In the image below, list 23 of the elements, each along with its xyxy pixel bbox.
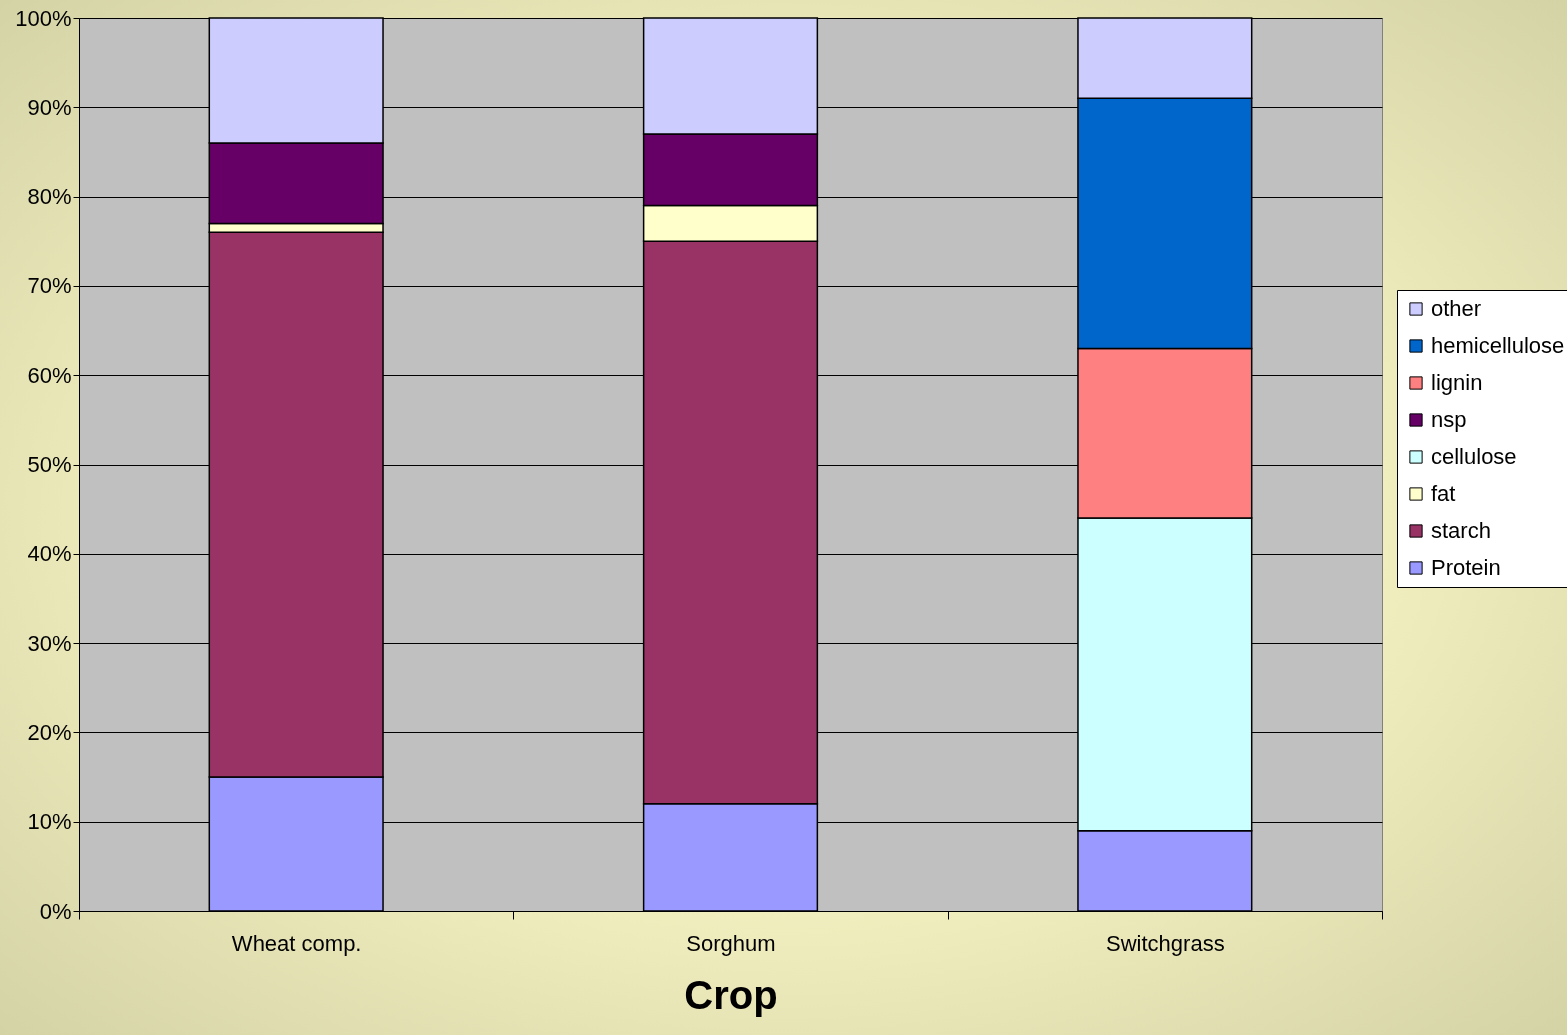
x-axis-title: Crop (684, 972, 778, 1017)
x-tick-label: Wheat comp. (231, 930, 362, 956)
legend-label: lignin (1431, 370, 1483, 395)
x-tick-label: Switchgrass (1106, 930, 1225, 956)
y-tick-label: 80% (27, 184, 72, 210)
y-tick-label: 70% (27, 273, 72, 299)
legend-label: nsp (1431, 407, 1467, 432)
legend-label: fat (1431, 481, 1456, 506)
y-tick-label: 40% (27, 541, 72, 567)
legend-label: hemicellulose (1431, 333, 1565, 358)
y-tick-label: 60% (27, 362, 72, 388)
y-tick-label: 10% (27, 809, 72, 835)
y-tick-label: 50% (27, 452, 72, 477)
y-tick-label: 30% (27, 630, 72, 656)
legend-label: cellulose (1431, 444, 1517, 469)
x-tick-label: Sorghum (686, 930, 776, 956)
y-tick-label: 90% (27, 94, 72, 120)
y-tick-label: 0% (39, 898, 72, 924)
legend-label: starch (1431, 518, 1491, 543)
legend-label: other (1431, 296, 1482, 321)
y-tick-label: 20% (27, 719, 72, 745)
y-tick-label: 100% (15, 5, 72, 31)
legend-label: Protein (1431, 555, 1501, 580)
